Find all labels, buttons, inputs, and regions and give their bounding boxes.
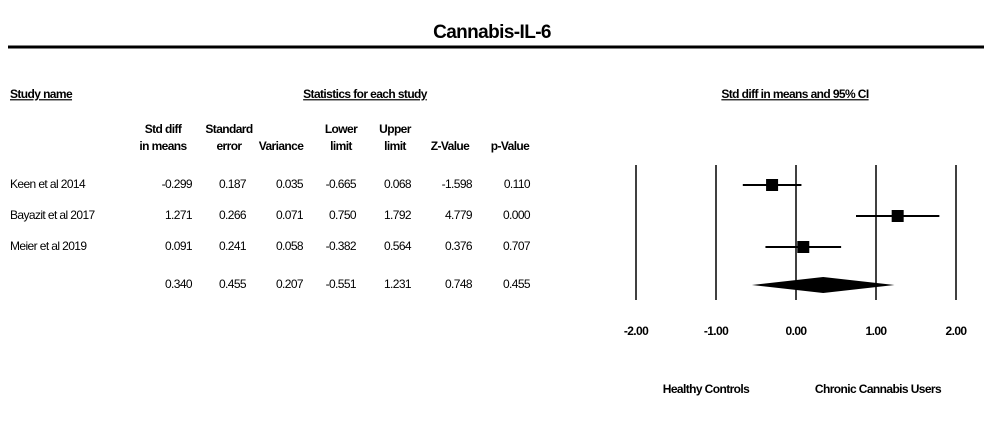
table-cell: 0.207	[276, 277, 304, 291]
table-cell: -0.382	[326, 239, 357, 253]
table-cell: -0.551	[326, 277, 357, 291]
point-estimate	[766, 179, 779, 191]
table-cell: 0.455	[219, 277, 247, 291]
table-cell: 0.058	[276, 239, 304, 253]
summary-diamond	[751, 277, 895, 293]
study-header: Study name	[10, 87, 73, 101]
x-tick-label: 0.00	[786, 324, 808, 338]
column-header: Lower	[325, 122, 358, 136]
statistics-header: Statistics for each study	[303, 87, 428, 101]
column-header: Std diff	[145, 122, 183, 136]
x-tick-label: -1.00	[704, 324, 729, 338]
chart-title: Cannabis-IL-6	[433, 22, 551, 43]
table-cell: 0.750	[329, 208, 357, 222]
table-cell: 0.071	[276, 208, 304, 222]
column-header: p-Value	[491, 139, 530, 153]
table-cell: 0.266	[219, 208, 247, 222]
table-cell: 0.000	[503, 208, 531, 222]
table-cell: 0.091	[165, 239, 193, 253]
plot-header: Std diff in means and 95% CI	[721, 87, 868, 101]
table-cell: 0.110	[504, 177, 531, 191]
column-header: error	[216, 139, 242, 153]
table-cell: 0.241	[219, 239, 247, 253]
table-cell: 4.779	[445, 208, 473, 222]
table-cell: 0.035	[276, 177, 304, 191]
right-label: Chronic Cannabis Users	[815, 382, 942, 396]
column-header: limit	[384, 139, 406, 153]
table-cell: 0.187	[219, 177, 247, 191]
column-header: limit	[330, 139, 352, 153]
table-cell: -0.665	[326, 177, 357, 191]
table-cell: 0.068	[384, 177, 412, 191]
point-estimate	[891, 210, 904, 222]
study-name: Meier et al 2019	[10, 239, 87, 253]
table-cell: -0.299	[162, 177, 193, 191]
table-cell: 1.231	[384, 277, 412, 291]
table-cell: 1.792	[384, 208, 412, 222]
column-header: Z-Value	[431, 139, 470, 153]
table-cell: -1.598	[442, 177, 473, 191]
table-cell: 0.340	[165, 277, 193, 291]
x-tick-label: 2.00	[946, 324, 968, 338]
table-cell: 0.376	[445, 239, 473, 253]
study-name: Keen et al 2014	[10, 177, 86, 191]
column-header: Upper	[379, 122, 412, 136]
point-estimate	[797, 241, 810, 253]
x-tick-label: -2.00	[624, 324, 649, 338]
column-header: in means	[139, 139, 187, 153]
table-cell: 0.564	[384, 239, 412, 253]
study-name: Bayazit et al 2017	[10, 208, 96, 222]
left-label: Healthy Controls	[663, 382, 750, 396]
column-header: Variance	[259, 139, 304, 153]
table-cell: 0.455	[503, 277, 531, 291]
table-cell: 0.707	[503, 239, 531, 253]
column-header: Standard	[205, 122, 252, 136]
table-cell: 1.271	[165, 208, 193, 222]
table-cell: 0.748	[445, 277, 473, 291]
x-tick-label: 1.00	[866, 324, 888, 338]
